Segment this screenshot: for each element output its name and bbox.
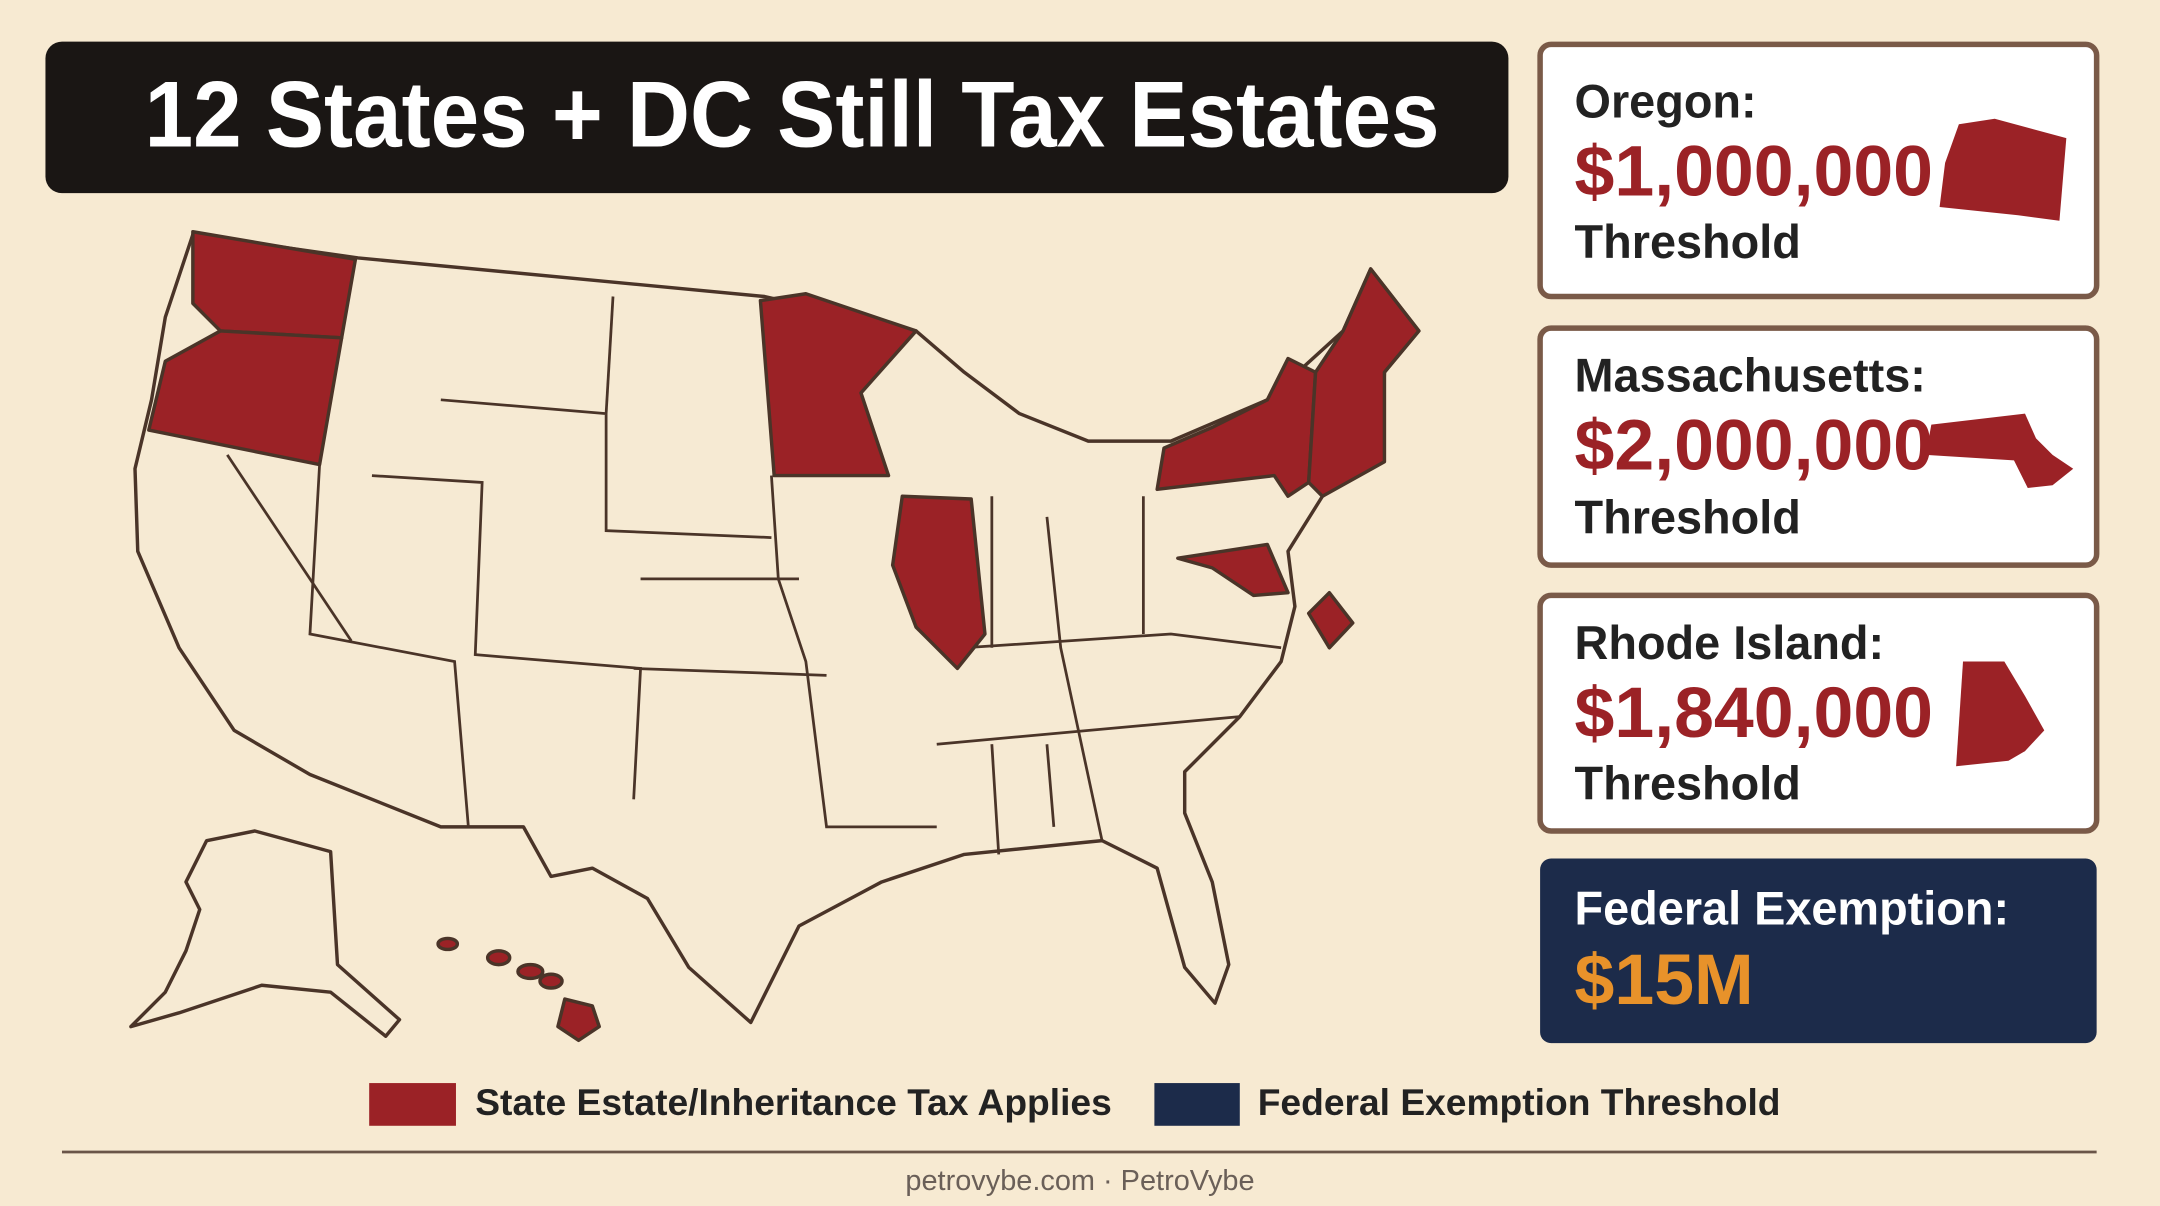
card: Rhode Island: $1,840,000 Threshold xyxy=(1537,592,2100,834)
card-note: Threshold xyxy=(1575,216,1801,268)
card-state: Oregon: xyxy=(1575,75,1757,127)
legend-swatch xyxy=(1154,1083,1240,1126)
card-amount: $2,000,000 xyxy=(1575,406,1933,486)
card-box xyxy=(1537,325,2100,568)
title-bar xyxy=(45,41,1509,194)
state-icon xyxy=(1925,413,2074,488)
card-box xyxy=(1537,592,2100,834)
state-icon xyxy=(1939,118,2067,221)
state-oregon xyxy=(147,329,344,467)
state-illinois xyxy=(890,494,987,671)
card-amount: $1,840,000 xyxy=(1575,673,1933,753)
card: Massachusetts: $2,000,000 Threshold xyxy=(1537,325,2100,568)
card-note: Threshold xyxy=(1575,757,1801,809)
federal-amount: $15M xyxy=(1575,940,1754,1020)
alaska xyxy=(129,829,402,1038)
card-state: Massachusetts: xyxy=(1575,350,1926,402)
hawaii xyxy=(436,936,601,1043)
card-state: Rhode Island: xyxy=(1575,617,1885,669)
legend-label: Federal Exemption Threshold xyxy=(1258,1081,1781,1123)
legend-swatch xyxy=(369,1083,456,1126)
card-note: Threshold xyxy=(1575,491,1801,543)
card-box xyxy=(1537,41,2100,300)
state-new-england xyxy=(1306,267,1421,498)
state-borders xyxy=(226,296,1282,855)
state-minnesota xyxy=(758,292,918,478)
card-amount: $1,000,000 xyxy=(1575,132,1933,212)
footer: petrovybe.com · PetroVybe xyxy=(905,1165,1254,1197)
us-map xyxy=(129,230,1421,1043)
federal-label: Federal Exemption: xyxy=(1575,883,2010,935)
card: Oregon: $1,000,000 Threshold xyxy=(1537,41,2100,300)
title: 12 States + DC Still Tax Estates xyxy=(145,61,1440,166)
federal-card: Federal Exemption: $15M xyxy=(1540,858,2097,1044)
legend-label: State Estate/Inheritance Tax Applies xyxy=(475,1081,1112,1123)
state-maryland xyxy=(1176,542,1290,598)
dc-callout xyxy=(1306,590,1355,650)
federal-box xyxy=(1540,858,2097,1044)
state-icon xyxy=(1956,661,2045,767)
